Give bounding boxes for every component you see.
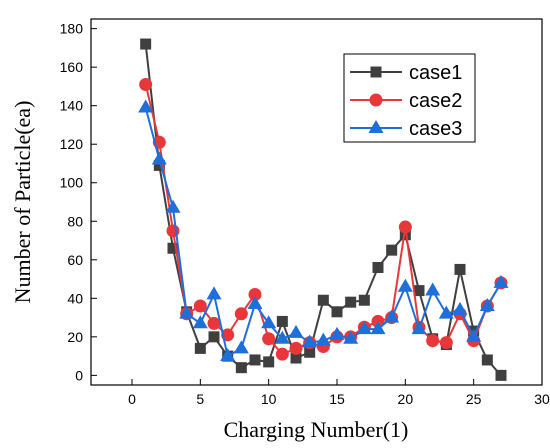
- data-point-case3: [233, 340, 249, 354]
- y-tick-label: 100: [60, 175, 84, 191]
- data-point-case3: [479, 297, 495, 311]
- data-point-case3: [206, 286, 222, 300]
- data-point-case3: [151, 151, 167, 165]
- data-point-case2: [262, 332, 276, 346]
- legend-label: case1: [409, 62, 462, 84]
- data-point-case1: [454, 263, 466, 275]
- data-point-case3: [343, 330, 359, 344]
- data-point-case1: [153, 159, 165, 171]
- y-tick-label: 20: [67, 329, 83, 345]
- data-point-case3: [302, 334, 318, 348]
- data-point-case2: [193, 299, 207, 313]
- legend-item-case3: case3: [350, 118, 462, 140]
- data-point-case1: [208, 331, 220, 343]
- data-point-case1: [276, 315, 288, 327]
- data-point-case1: [372, 261, 384, 273]
- data-point-case3: [179, 305, 195, 319]
- legend-marker: [368, 119, 384, 133]
- data-point-case2: [248, 287, 262, 301]
- y-tick-label: 60: [67, 252, 83, 268]
- legend-item-case1: case1: [350, 62, 462, 84]
- data-point-case1: [249, 354, 261, 366]
- legend-label: case2: [409, 90, 462, 112]
- data-point-case3: [247, 296, 263, 310]
- data-point-case3: [138, 99, 154, 113]
- data-point-case3: [425, 282, 441, 296]
- y-tick-label: 180: [60, 21, 84, 37]
- data-point-case1: [358, 294, 370, 306]
- data-point-case1: [345, 296, 357, 308]
- data-point-case1: [495, 369, 507, 381]
- y-tick-label: 120: [60, 136, 84, 152]
- series-case3: [138, 99, 509, 362]
- y-tick-label: 160: [60, 59, 84, 75]
- data-point-case2: [398, 220, 412, 234]
- legend-marker: [369, 93, 383, 107]
- plot-frame: [90, 18, 543, 386]
- x-tick-label: 15: [329, 391, 345, 407]
- data-point-case3: [452, 301, 468, 315]
- data-point-case1: [399, 229, 411, 241]
- data-point-case3: [165, 199, 181, 213]
- legend-marker: [370, 66, 382, 78]
- legend-item-case2: case2: [350, 90, 462, 112]
- data-point-case2: [275, 347, 289, 361]
- data-point-case1: [481, 354, 493, 366]
- x-tick-label: 10: [261, 391, 277, 407]
- data-point-case3: [397, 278, 413, 292]
- data-point-case3: [370, 321, 386, 335]
- data-point-case2: [426, 334, 440, 348]
- data-point-case3: [356, 321, 372, 335]
- series-layer: [138, 38, 509, 381]
- y-axis-title: Number of Particle(ea): [10, 101, 35, 304]
- data-point-case2: [439, 336, 453, 350]
- data-point-case1: [290, 352, 302, 364]
- data-point-case3: [220, 348, 236, 362]
- data-point-case3: [192, 315, 208, 329]
- data-point-case3: [411, 321, 427, 335]
- data-point-case2: [234, 307, 248, 321]
- data-point-case3: [466, 328, 482, 342]
- data-point-case1: [140, 38, 152, 50]
- data-point-case1: [413, 285, 425, 297]
- data-point-case3: [329, 326, 345, 340]
- data-point-case1: [263, 356, 275, 368]
- data-point-case3: [288, 324, 304, 338]
- y-tick-label: 140: [60, 98, 84, 114]
- data-point-case1: [386, 244, 398, 256]
- data-point-case1: [167, 242, 179, 254]
- data-point-case1: [331, 306, 343, 318]
- data-point-case2: [289, 341, 303, 355]
- data-point-case3: [384, 309, 400, 323]
- legend-label: case3: [409, 118, 462, 140]
- x-tick-label: 20: [398, 391, 414, 407]
- x-tick-label: 30: [534, 391, 550, 407]
- data-point-case3: [438, 305, 454, 319]
- legend: case1 case2 case3: [343, 53, 476, 143]
- data-point-case1: [194, 342, 206, 354]
- y-tick-label: 0: [75, 367, 83, 383]
- data-point-case2: [139, 77, 153, 91]
- data-point-case1: [317, 294, 329, 306]
- x-axis-title: Charging Number(1): [224, 417, 409, 442]
- data-point-case3: [315, 332, 331, 346]
- y-tick-label: 40: [67, 290, 83, 306]
- data-point-case1: [235, 362, 247, 374]
- data-point-case1: [304, 346, 316, 358]
- y-tick-label: 80: [67, 213, 83, 229]
- y-axis-ticks: 0 20 40 60 80 100 120 140 160 180: [60, 21, 97, 383]
- data-point-case2: [207, 316, 221, 330]
- data-point-case3: [274, 330, 290, 344]
- data-point-case3: [261, 315, 277, 329]
- data-point-case3: [493, 274, 509, 288]
- x-tick-label: 25: [466, 391, 482, 407]
- x-tick-label: 0: [128, 391, 136, 407]
- x-tick-label: 5: [196, 391, 204, 407]
- x-axis-ticks: 0 5 10 15 20 25 30: [128, 379, 550, 407]
